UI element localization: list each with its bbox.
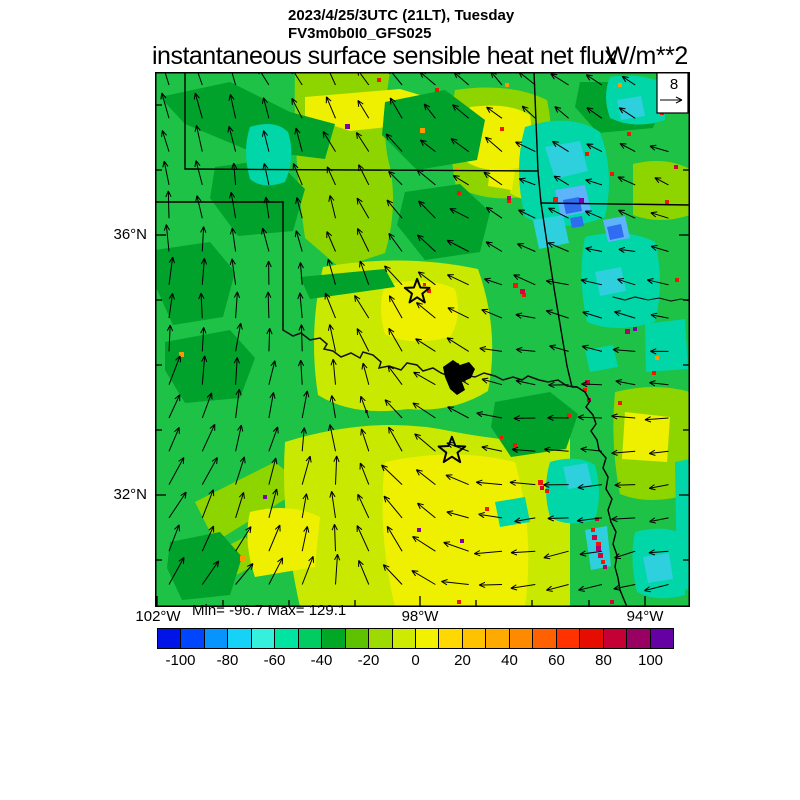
colorbar-segment [344,629,369,648]
colorbar-tick-label: 40 [501,652,518,669]
colorbar-tick-label: 80 [595,652,612,669]
flux-field [155,72,690,607]
flux-map [155,72,690,607]
red-river [282,329,578,388]
colorbar-segment [180,629,204,648]
lon-tick-label: 102°W [135,608,181,625]
border-ks-mo [533,72,539,172]
colorbar-tick-label: -80 [216,652,239,669]
colorbar-tick-labels: -100 -80 -60 -40 -20 0 20 40 60 80 100 [157,652,674,670]
lat-tick-label: 36°N [113,226,147,243]
arkansas-river [612,296,690,302]
colorbar-segment [227,629,251,648]
model-name-line: FV3m0b0I0_GFS025 [288,25,432,42]
reference-vector-box [656,72,689,114]
colorbar-segment [461,629,486,648]
colorbar-segment [297,629,322,648]
plot-title: instantaneous surface sensible heat net … [152,42,617,70]
colorbar-segment [274,629,298,648]
colorbar-tick-label: -40 [310,652,333,669]
colorbar-segment [321,629,345,648]
colorbar-segment [203,629,228,648]
star-marker [437,435,467,464]
rivers [282,296,690,388]
colorbar-segment [626,629,650,648]
colorbar-tick-label: -60 [263,652,286,669]
colorbar-segment [485,629,509,648]
border-tx-la [576,386,628,607]
colorbar-tick-label: -20 [357,652,380,669]
colorbar-tick-label: 0 [411,652,420,669]
colorbar-segment [579,629,603,648]
border-mo-ar [540,202,690,206]
colorbar-tick-label: 60 [548,652,565,669]
colorbar-tick-label: 100 [637,652,664,669]
colorbar-segment [368,629,392,648]
colorbar-segment [158,629,181,648]
colorbar-segment [555,629,580,648]
colorbar-segment [391,629,415,648]
colorbar-segment [508,629,533,648]
colorbar-tick-label: -100 [165,652,196,669]
star-marker [403,277,431,304]
colorbar-segment [414,629,439,648]
map-frame [155,72,690,607]
lake-texoma [443,360,475,395]
lon-tick-label: 94°W [626,608,664,625]
colorbar [157,628,674,649]
run-datetime-line: 2023/4/25/3UTC (21LT), Tuesday [288,7,515,24]
reference-vector-value: 8 [669,76,679,93]
colorbar-segment [438,629,462,648]
border-ok-mo [537,170,542,204]
units-label: W/m**2 [606,42,688,70]
station-markers [403,277,467,464]
colorbar-tick-label: 20 [454,652,471,669]
lon-tick-label: 98°W [401,608,439,625]
colorbar-segment [532,629,556,648]
lat-tick-label: 32°N [113,485,147,503]
colorbar-segment [602,629,627,648]
minmax-stats: Min= -96.7 Max= 129.1 [192,602,347,619]
colorbar-segment [649,629,673,648]
colorbar-segment [250,629,275,648]
